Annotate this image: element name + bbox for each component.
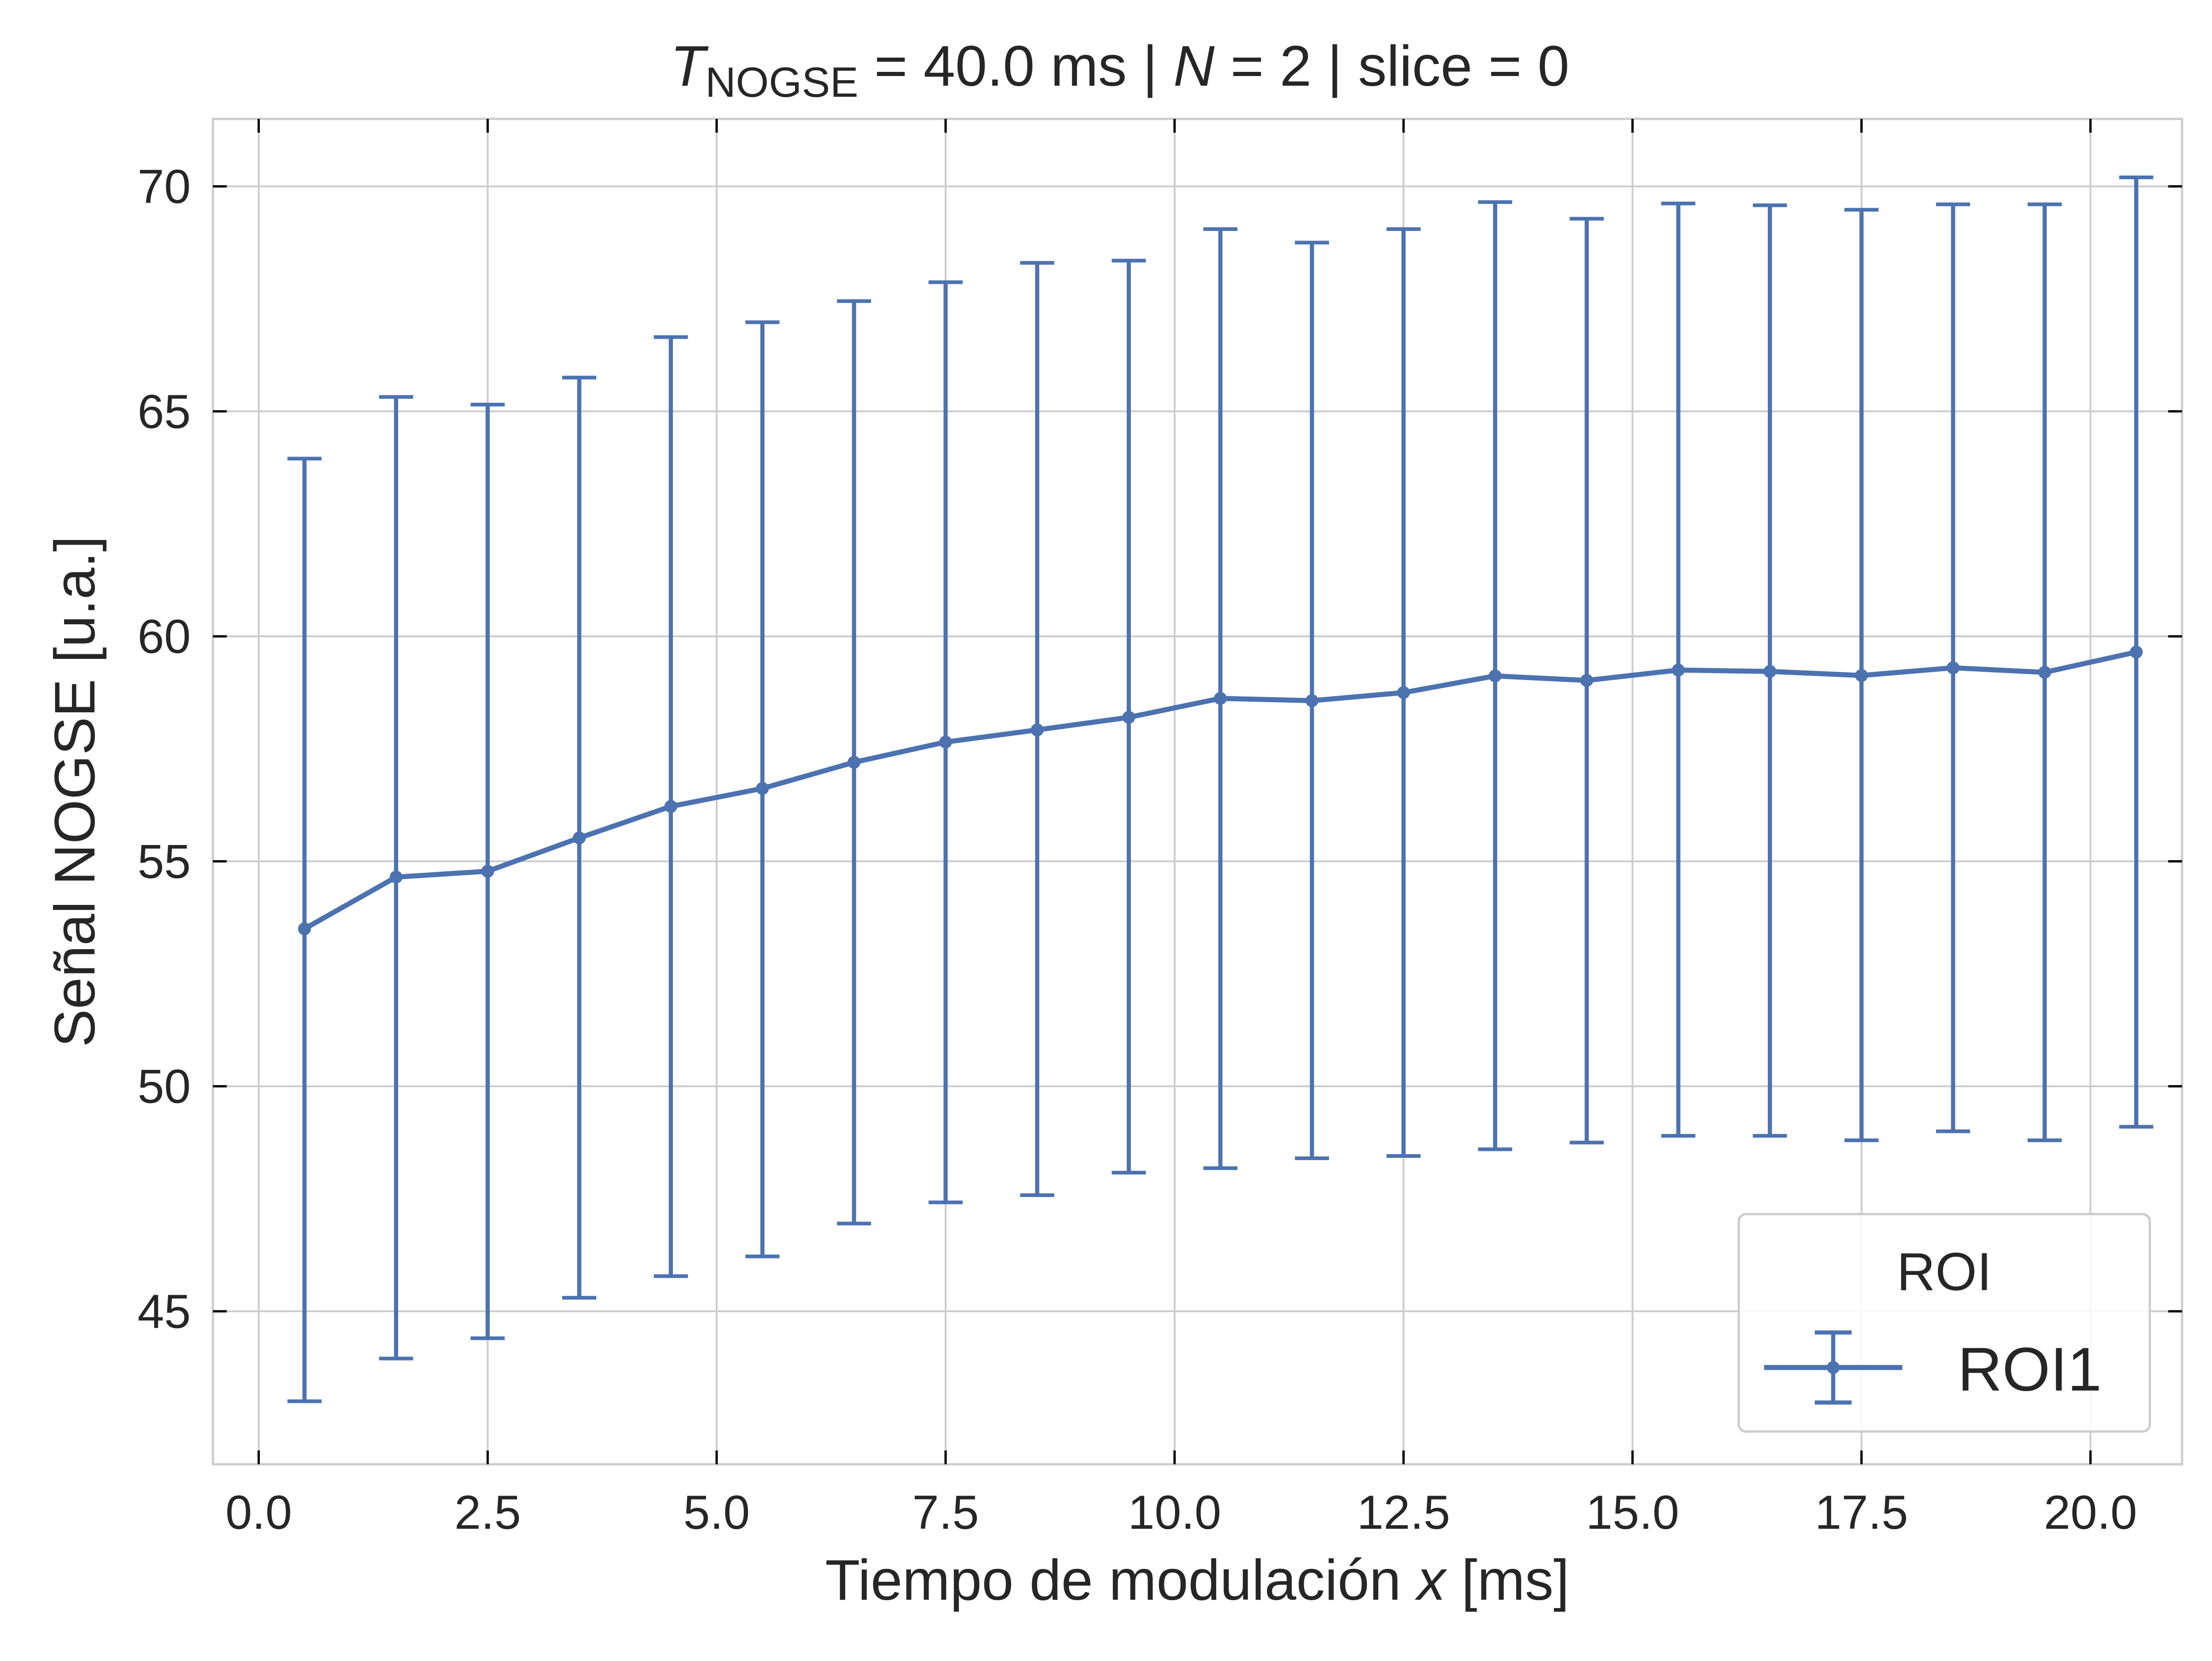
legend-frame bbox=[1737, 1213, 2151, 1433]
data-point bbox=[756, 782, 769, 795]
data-point bbox=[1305, 694, 1318, 707]
x-axis-label-unit: [ms] bbox=[1446, 1549, 1570, 1612]
data-point bbox=[2038, 666, 2051, 679]
y-tick-label: 60 bbox=[137, 610, 191, 663]
data-point bbox=[1671, 663, 1685, 677]
x-tick-label: 7.5 bbox=[912, 1486, 979, 1539]
x-tick-label: 17.5 bbox=[1815, 1486, 1908, 1539]
y-tick-label: 55 bbox=[137, 835, 191, 888]
data-point bbox=[1763, 665, 1777, 678]
x-tick-label: 5.0 bbox=[683, 1486, 750, 1539]
legend-marker-sample bbox=[1827, 1361, 1840, 1374]
plot-frame bbox=[212, 117, 2183, 1466]
x-axis-label-text: Tiempo de modulación bbox=[825, 1549, 1417, 1612]
y-tick-label: 70 bbox=[137, 160, 191, 213]
data-point bbox=[847, 756, 861, 769]
x-axis-label-var: x bbox=[1415, 1549, 1447, 1612]
title-n-symbol: N bbox=[1173, 35, 1215, 98]
title-rest-2: = 2 | slice = 0 bbox=[1215, 35, 1570, 98]
title-rest-1: = 40.0 ms | bbox=[859, 35, 1174, 98]
data-point bbox=[664, 800, 677, 813]
data-point bbox=[298, 922, 311, 935]
y-tick-label: 50 bbox=[137, 1060, 191, 1114]
title-t-subscript: NOGSE bbox=[705, 59, 858, 106]
x-tick-label: 0.0 bbox=[225, 1486, 292, 1539]
data-point bbox=[1030, 723, 1044, 737]
data-point bbox=[939, 735, 952, 749]
data-point bbox=[1214, 692, 1227, 705]
x-tick-label: 2.5 bbox=[454, 1486, 521, 1539]
data-point bbox=[481, 864, 494, 878]
data-point bbox=[1397, 686, 1410, 699]
title-t-symbol: T bbox=[671, 35, 709, 98]
tick-labels: 0.0 2.5 5.0 7.5 10.0 12.5 15.0 17.5 20.0 45 50 55 60… bbox=[137, 160, 2137, 1539]
x-tick-label: 12.5 bbox=[1357, 1486, 1450, 1539]
legend-label: ROI1 bbox=[1958, 1335, 2102, 1404]
data-point bbox=[1947, 661, 1960, 675]
y-tick-label: 45 bbox=[137, 1285, 191, 1338]
data-point bbox=[1580, 674, 1594, 687]
ticks bbox=[213, 119, 2182, 1464]
data-point bbox=[389, 870, 403, 884]
series-markers bbox=[298, 646, 2143, 935]
data-point bbox=[1488, 669, 1502, 683]
x-tick-label: 20.0 bbox=[2044, 1486, 2137, 1539]
chart-title: TNOGSE = 40.0 ms | N = 2 | slice = 0 bbox=[671, 35, 1570, 106]
legend: ROI ROI1 bbox=[1737, 1213, 2151, 1433]
data-point bbox=[1855, 669, 1868, 682]
x-tick-label: 15.0 bbox=[1586, 1486, 1679, 1539]
x-axis-label: Tiempo de modulación x [ms] bbox=[825, 1549, 1570, 1612]
y-axis-label: Señal NOGSE [u.a.] bbox=[43, 536, 107, 1047]
data-point bbox=[2130, 646, 2143, 659]
y-tick-label: 65 bbox=[137, 385, 191, 439]
x-tick-label: 10.0 bbox=[1128, 1486, 1221, 1539]
data-point bbox=[1122, 710, 1135, 724]
legend-title: ROI bbox=[1897, 1242, 1992, 1302]
data-point bbox=[572, 831, 586, 845]
